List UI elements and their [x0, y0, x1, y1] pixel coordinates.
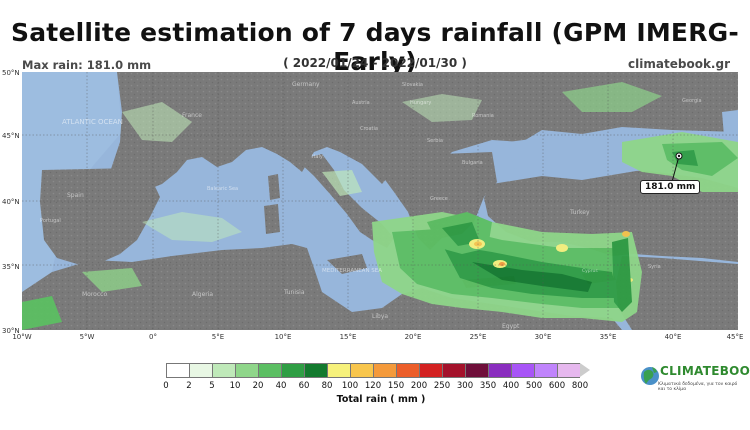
colorbar-segment: [304, 363, 327, 378]
rainfall-map[interactable]: ATLANTIC OCEAN Balearic Sea MEDITERRANEA…: [22, 72, 738, 330]
lon-tick-5w: 5°W: [79, 333, 95, 341]
lat-tick-30: 30°N: [2, 327, 20, 335]
date-range: ( 2022/01/24 - 2022/01/30 ): [283, 56, 467, 70]
lon-tick-0: 0°: [149, 333, 157, 341]
label-balearic: Balearic Sea: [207, 186, 238, 192]
label-italy: Italy: [312, 154, 323, 160]
colorbar-segment: [396, 363, 419, 378]
label-slovakia: Slovakia: [402, 82, 423, 88]
logo-tagline: Κλιματικά δεδομένα, για τον καιρό και το…: [658, 382, 738, 392]
colorbar-tick-label: 5: [209, 381, 215, 391]
map-gridlines: [22, 72, 738, 330]
chart-title: Satellite estimation of 7 days rainfall …: [11, 18, 739, 76]
colorbar-segment: [189, 363, 212, 378]
label-cyprus: Cyprus: [582, 268, 598, 274]
colorbar-tick-label: 100: [341, 381, 359, 391]
label-austria: Austria: [352, 100, 370, 106]
lon-tick-5e: 5°E: [211, 333, 225, 341]
max-rain-label: Max rain: 181.0 mm: [22, 58, 152, 72]
colorbar-tick-label: 2: [186, 381, 192, 391]
lon-tick-35e: 35°E: [599, 333, 617, 341]
label-georgia: Georgia: [682, 98, 702, 104]
globe-icon: [641, 367, 659, 385]
colorbar-segment: [235, 363, 258, 378]
land-iberia: [40, 168, 160, 264]
label-portugal: Portugal: [40, 218, 61, 224]
label-croatia: Croatia: [360, 126, 378, 132]
label-turkey: Turkey: [569, 209, 590, 216]
colorbar-segment: [488, 363, 511, 378]
colorbar-tick-label: 60: [298, 381, 310, 391]
logo-name: CLIMATEBOOK: [660, 364, 750, 378]
colorbar-tick-label: 600: [548, 381, 566, 391]
label-med-sea: MEDITERRANEAN SEA: [322, 268, 382, 274]
lat-tick-50: 50°N: [2, 69, 20, 77]
colorbar-segment: [166, 363, 189, 378]
colorbar-segment: [327, 363, 350, 378]
label-greece: Greece: [430, 196, 448, 202]
lat-tick-40: 40°N: [2, 198, 20, 206]
colorbar-tick-label: 250: [433, 381, 451, 391]
max-rain-callout[interactable]: 181.0 mm: [640, 180, 701, 194]
label-hungary: Hungary: [410, 100, 431, 106]
colorbar-segment: [442, 363, 465, 378]
label-france: France: [182, 112, 202, 119]
colorbar-tick-label: 150: [387, 381, 405, 391]
lon-tick-10e: 10°E: [274, 333, 292, 341]
lon-tick-15e: 15°E: [339, 333, 357, 341]
colorbar-tick-label: 300: [456, 381, 474, 391]
colorbar-tick-label: 80: [321, 381, 333, 391]
colorbar-tick-label: 20: [252, 381, 264, 391]
lon-tick-25e: 25°E: [469, 333, 487, 341]
site-name: climatebook.gr: [628, 57, 730, 71]
colorbar-segment: [212, 363, 235, 378]
colorbar-tick-label: 500: [525, 381, 543, 391]
label-romania: Romania: [472, 113, 494, 119]
colorbar-tick-label: 400: [502, 381, 520, 391]
lat-tick-35: 35°N: [2, 263, 20, 271]
label-tunisia: Tunisia: [283, 289, 305, 296]
map-canvas: ATLANTIC OCEAN Balearic Sea MEDITERRANEA…: [22, 72, 738, 330]
colorbar-ticks: 0 2 5 10 20 40 60 80 100 120 150 200 250 300 350 400 500…: [163, 381, 589, 393]
climatebook-logo: CLIMATEBOOK Κλιματικά δεδομένα, για τον …: [640, 362, 750, 398]
label-atlantic: ATLANTIC OCEAN: [62, 118, 123, 126]
label-serbia: Serbia: [427, 138, 443, 144]
colorbar-tick-label: 200: [410, 381, 428, 391]
colorbar-title: Total rain ( mm ): [336, 394, 426, 405]
label-egypt: Egypt: [502, 323, 520, 330]
lon-tick-10w: 10°W: [12, 333, 32, 341]
label-bulgaria: Bulgaria: [462, 160, 483, 166]
label-morocco: Morocco: [82, 291, 107, 298]
lon-tick-30e: 30°E: [534, 333, 552, 341]
label-spain: Spain: [67, 192, 84, 199]
colorbar-tick-label: 40: [275, 381, 287, 391]
label-libya: Libya: [372, 313, 388, 320]
colorbar-segment: [534, 363, 557, 378]
colorbar-segment: [258, 363, 281, 378]
colorbar-segment: [373, 363, 396, 378]
colorbar-segment: [419, 363, 442, 378]
colorbar-tick-label: 10: [229, 381, 241, 391]
colorbar-tick-label: 350: [479, 381, 497, 391]
colorbar-segment: [281, 363, 304, 378]
label-syria: Syria: [648, 264, 661, 270]
colorbar-tick-label: 0: [163, 381, 169, 391]
colorbar-segment: [557, 363, 580, 378]
colorbar: [166, 363, 590, 378]
colorbar-segment: [350, 363, 373, 378]
rain-overlay: [22, 82, 738, 330]
colorbar-segment: [465, 363, 488, 378]
colorbar-tick-label: 800: [571, 381, 589, 391]
lat-tick-45: 45°N: [2, 132, 20, 140]
lon-tick-40e: 40°E: [664, 333, 682, 341]
label-algeria: Algeria: [192, 291, 213, 298]
label-germany: Germany: [292, 81, 320, 88]
colorbar-extend-arrow: [580, 363, 590, 377]
lon-tick-20e: 20°E: [404, 333, 422, 341]
colorbar-tick-label: 120: [364, 381, 382, 391]
lon-tick-45e: 45°E: [726, 333, 744, 341]
colorbar-segment: [511, 363, 534, 378]
